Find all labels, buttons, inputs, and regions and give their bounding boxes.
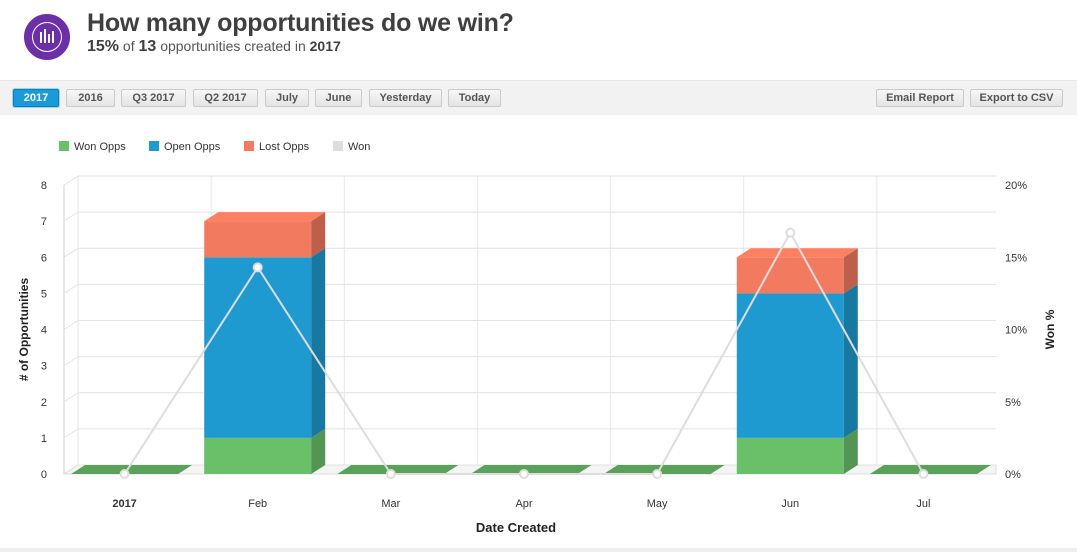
win-rate-value: 15% (87, 38, 120, 55)
grid-depth-line (63, 464, 79, 475)
y-tick-label: 0 (41, 469, 47, 481)
x-tick-label: Feb (248, 498, 267, 510)
bar-side-0-Feb (311, 428, 326, 474)
grid-depth-line (63, 392, 79, 403)
date-filter-toolbar: 2017 2016 Q3 2017 Q2 2017 July June Yest… (0, 80, 1077, 115)
grid-depth-line (63, 428, 79, 439)
opportunity-count: 13 (138, 38, 157, 55)
grid-depth-line (63, 211, 79, 222)
grid-depth-line (63, 175, 79, 186)
bar-open-opps-Jun (736, 293, 844, 438)
y-tick-label: 1 (41, 433, 47, 445)
y-tick-label: 6 (41, 252, 47, 264)
won-pct-point-Feb (252, 262, 263, 273)
won-pct-point-May (652, 469, 663, 479)
email-report-button[interactable]: Email Report (876, 89, 964, 107)
y2-tick-label: 0% (1005, 469, 1021, 481)
bar-side-0-Jun (843, 428, 858, 474)
bar-side-2-Jun (843, 248, 858, 294)
bar-side-1-Jun (843, 284, 858, 438)
bar-open-opps-Feb (204, 257, 312, 438)
y2-axis-title: Won % (1043, 309, 1057, 349)
won-pct-point-Apr (519, 469, 529, 479)
legend-label-3: Won (348, 141, 370, 153)
filter-button-yesterday[interactable]: Yesterday (369, 89, 442, 107)
bar-base-2017 (71, 465, 193, 474)
filter-button-today[interactable]: Today (448, 89, 501, 107)
grid-depth-line (63, 320, 79, 330)
subtitle-middle: opportunities created in (160, 38, 306, 54)
y-tick-label: 5 (41, 288, 47, 300)
bar-lost-opps-Jun (736, 257, 844, 294)
bar-won-opps-Jun (736, 437, 844, 474)
page-title: How many opportunities do we win? (87, 9, 514, 37)
report-logo-icon (24, 14, 70, 60)
y-tick-label: 3 (41, 361, 47, 373)
filter-button-2017[interactable]: 2017 (13, 89, 59, 107)
page-subtitle: 15% of 13 opportunities created in 2017 (87, 38, 341, 56)
x-tick-label: Jul (916, 498, 930, 510)
x-tick-label: Apr (515, 498, 532, 510)
legend-swatch-0 (59, 141, 69, 151)
filter-button-q2-2017[interactable]: Q2 2017 (193, 89, 258, 107)
chart-area: Won Opps Open Opps Lost Opps Won 0 1 2 3 4 5 6 7 8 0%… (0, 115, 1077, 548)
won-pct-point-Jul (918, 469, 929, 479)
y2-tick-label: 5% (1005, 397, 1021, 409)
legend-label-0: Won Opps (74, 141, 126, 153)
won-pct-point-Jun (785, 227, 796, 238)
bar-top-Jun (736, 248, 858, 258)
x-tick-label: May (647, 498, 668, 510)
y-tick-label: 4 (41, 325, 47, 337)
bar-top-Feb (204, 212, 326, 222)
x-tick-label: Jun (781, 498, 799, 510)
bar-base-Jul (869, 465, 991, 474)
export-csv-button[interactable]: Export to CSV (970, 89, 1063, 107)
grid-depth-line (63, 247, 79, 258)
y-tick-label: 7 (41, 216, 47, 228)
bottom-divider (0, 548, 1077, 552)
subtitle-of: of (122, 38, 135, 54)
legend-label-2: Lost Opps (259, 141, 310, 153)
subtitle-year: 2017 (309, 38, 341, 54)
bar-side-1-Feb (311, 248, 326, 438)
x-tick-label: 2017 (112, 498, 136, 510)
bar-side-2-Feb (311, 212, 326, 258)
y2-tick-label: 10% (1005, 325, 1027, 337)
filter-button-june[interactable]: June (315, 89, 362, 107)
won-pct-point-Mar (385, 469, 396, 479)
grid-depth-line (63, 283, 79, 294)
grid-depth-line (63, 356, 79, 367)
legend-swatch-1 (149, 141, 159, 151)
y-axis-title: # of Opportunities (17, 278, 31, 382)
filter-button-2016[interactable]: 2016 (66, 89, 115, 107)
legend-swatch-3 (333, 141, 343, 151)
report-header: How many opportunities do we win? 15% of… (0, 0, 1077, 78)
filter-button-q3-2017[interactable]: Q3 2017 (121, 89, 186, 107)
x-axis-title: Date Created (476, 520, 556, 535)
won-pct-point-2017 (119, 469, 130, 479)
legend-label-1: Open Opps (164, 141, 221, 153)
y2-tick-label: 20% (1005, 180, 1027, 192)
filter-button-july[interactable]: July (265, 89, 309, 107)
bar-lost-opps-Feb (204, 221, 312, 258)
opportunities-chart: Won Opps Open Opps Lost Opps Won 0 1 2 3 4 5 6 7 8 0%… (17, 141, 1057, 535)
y-tick-label: 2 (41, 397, 47, 409)
x-tick-label: Mar (381, 498, 400, 510)
y-tick-label: 8 (41, 180, 47, 192)
legend-swatch-2 (244, 141, 254, 151)
bar-base-Apr (470, 465, 592, 474)
bar-base-May (603, 465, 725, 474)
bar-base-Mar (337, 465, 459, 474)
bar-won-opps-Feb (204, 437, 312, 474)
y2-tick-label: 15% (1005, 252, 1027, 264)
